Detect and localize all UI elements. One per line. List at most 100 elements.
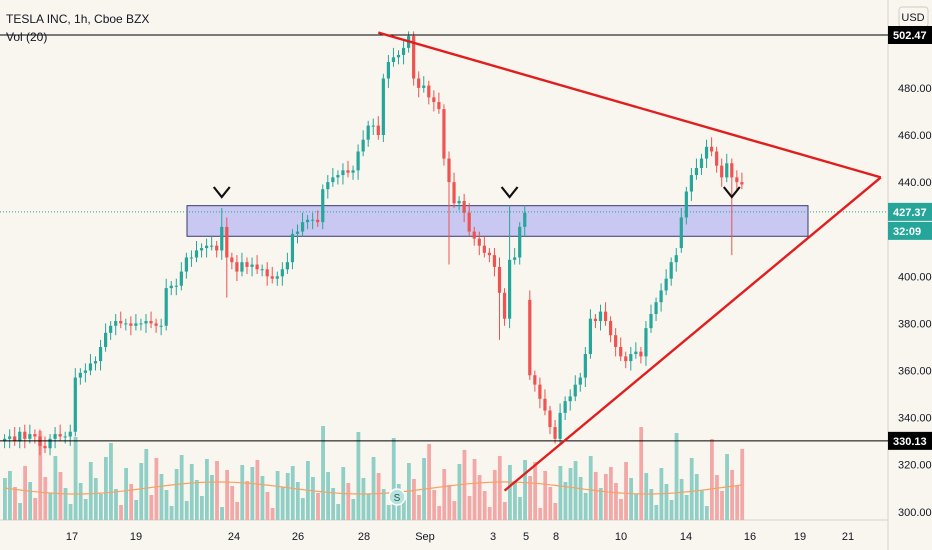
candle-body bbox=[639, 351, 643, 357]
candle-body bbox=[417, 78, 421, 88]
candle-body bbox=[331, 177, 335, 183]
candle-body bbox=[275, 276, 279, 279]
volume-bar bbox=[205, 459, 209, 520]
volume-bar bbox=[578, 477, 583, 520]
checkmark-icon bbox=[500, 186, 519, 199]
volume-bar bbox=[53, 456, 58, 520]
volume-bar bbox=[457, 464, 462, 520]
volume-bar bbox=[174, 469, 179, 520]
price-tick-label: 360.00 bbox=[898, 366, 932, 378]
volume-bar bbox=[316, 493, 320, 520]
candle-body bbox=[513, 257, 517, 260]
volume-bar bbox=[482, 491, 487, 520]
candle-body bbox=[528, 299, 532, 376]
candle-body bbox=[184, 257, 188, 272]
volume-bar bbox=[740, 449, 745, 520]
volume-bar bbox=[3, 478, 7, 520]
volume-bar bbox=[280, 487, 285, 520]
candle-body bbox=[720, 165, 724, 178]
volume-bar bbox=[119, 505, 123, 520]
candle-body bbox=[609, 321, 613, 336]
candle-body bbox=[715, 151, 719, 166]
candle-body bbox=[8, 436, 12, 439]
volume-bar bbox=[583, 493, 588, 520]
price-tick-label: 320.00 bbox=[898, 460, 932, 472]
volume-bar bbox=[356, 432, 361, 520]
candle-body bbox=[290, 233, 295, 263]
volume-bar bbox=[497, 456, 502, 520]
volume-indicator-label[interactable]: Vol (20) bbox=[6, 30, 48, 44]
volume-bar bbox=[88, 462, 93, 520]
candles-layer bbox=[3, 31, 744, 456]
candle-body bbox=[285, 262, 289, 270]
volume-bar bbox=[361, 478, 366, 520]
candle-body bbox=[260, 269, 264, 271]
volume-bar bbox=[492, 470, 497, 520]
volume-bar bbox=[452, 501, 457, 520]
volume-bar bbox=[699, 490, 704, 520]
volume-bar bbox=[164, 490, 169, 520]
volume-bar bbox=[184, 501, 189, 520]
volume-bar bbox=[114, 489, 118, 520]
candle-body bbox=[694, 167, 699, 176]
volume-bar bbox=[149, 495, 154, 520]
candle-body bbox=[508, 259, 512, 319]
candle-body bbox=[704, 146, 709, 159]
countdown-tag-box bbox=[888, 221, 932, 240]
volume-bar bbox=[654, 505, 659, 520]
candle-body bbox=[124, 323, 128, 325]
candle-body bbox=[699, 158, 704, 168]
candle-body bbox=[134, 323, 138, 326]
candle-body bbox=[33, 434, 37, 437]
volume-bar bbox=[235, 502, 240, 520]
candle-body bbox=[366, 125, 370, 140]
grid-layer bbox=[0, 0, 889, 550]
candle-body bbox=[230, 257, 234, 263]
checkmark-icon bbox=[212, 186, 231, 199]
volume-bar bbox=[704, 506, 709, 520]
time-tick-label: 21 bbox=[842, 531, 854, 543]
volume-bar bbox=[684, 495, 689, 520]
volume-bar bbox=[447, 485, 452, 520]
volume-bar bbox=[73, 437, 78, 520]
candle-body bbox=[664, 278, 668, 291]
candle-body bbox=[149, 321, 153, 324]
candle-body bbox=[159, 325, 163, 327]
volume-bar bbox=[568, 468, 573, 520]
candle-body bbox=[730, 163, 734, 178]
volume-bar bbox=[735, 486, 740, 520]
candle-body bbox=[523, 212, 527, 227]
volume-bar bbox=[513, 481, 517, 520]
candle-body bbox=[316, 219, 320, 223]
volume-bar bbox=[169, 506, 174, 520]
volume-bar bbox=[58, 472, 63, 520]
candle-body bbox=[63, 436, 67, 438]
candle-body bbox=[583, 354, 587, 378]
price-tick-label: 300.00 bbox=[898, 507, 932, 519]
volume-bar bbox=[48, 493, 53, 520]
ascending-trendline bbox=[503, 176, 882, 492]
time-tick-label: 24 bbox=[228, 531, 240, 543]
drawings-layer: S bbox=[0, 31, 888, 506]
volume-bar bbox=[321, 426, 325, 520]
volume-bar bbox=[225, 470, 229, 520]
volume-bar bbox=[300, 498, 305, 520]
volume-bar bbox=[553, 503, 558, 520]
candle-body bbox=[472, 231, 476, 239]
volume-bar bbox=[371, 457, 376, 520]
volume-bar bbox=[720, 491, 724, 520]
volume-bar bbox=[285, 473, 290, 520]
candle-body bbox=[295, 231, 300, 234]
volume-bar bbox=[487, 507, 492, 520]
candle-body bbox=[139, 323, 143, 325]
candle-body bbox=[43, 445, 47, 449]
volume-bar bbox=[603, 474, 608, 520]
candle-body bbox=[109, 325, 113, 333]
volume-bar bbox=[245, 481, 250, 520]
candle-body bbox=[740, 182, 744, 185]
volume-bar bbox=[290, 466, 295, 520]
candle-body bbox=[674, 255, 678, 263]
candle-body bbox=[13, 436, 17, 442]
